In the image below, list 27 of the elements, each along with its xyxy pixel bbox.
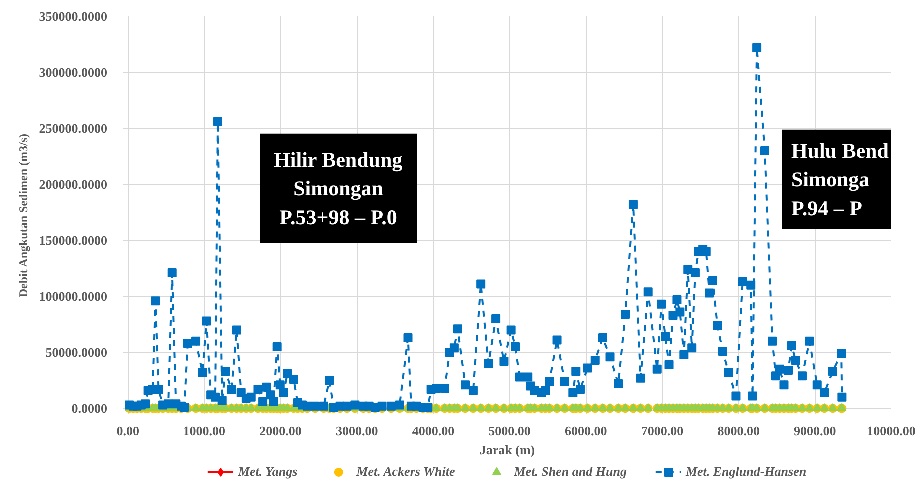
y-tick-label: 250000.0000 bbox=[39, 121, 108, 136]
x-tick-label: 3000.00 bbox=[336, 424, 378, 438]
x-tick-label: 5000.00 bbox=[488, 424, 531, 438]
x-tick-label: 10000.00 bbox=[867, 424, 916, 438]
y-tick-label: 0.0000 bbox=[72, 401, 108, 416]
legend-label: Met. Ackers White bbox=[356, 464, 456, 480]
y-tick-label: 200000.0000 bbox=[39, 177, 108, 192]
legend-label: Met. Englund-Hansen bbox=[686, 464, 807, 480]
y-tick-label: 50000.0000 bbox=[46, 345, 108, 360]
x-tick-label: 2000.00 bbox=[260, 424, 302, 438]
x-tick-label: 4000.00 bbox=[412, 424, 455, 438]
x-tick-label: 1000.00 bbox=[183, 424, 226, 438]
y-tick-label: 100000.0000 bbox=[39, 289, 108, 304]
x-tick-label: 7000.00 bbox=[641, 424, 684, 438]
x-tick-label: 6000.00 bbox=[565, 424, 608, 438]
y-tick-label: 350000.0000 bbox=[39, 9, 108, 24]
y-tick-label: 300000.0000 bbox=[39, 65, 108, 80]
y-axis-title: Debit Angkutan Sedimen (m3/s) bbox=[16, 134, 30, 298]
x-tick-label: 0.00 bbox=[116, 424, 140, 438]
annotation: Hilir Bendung Simongan P.53+98 – P.0 bbox=[274, 148, 404, 230]
x-tick-label: 8000.00 bbox=[718, 424, 760, 438]
annotation: Hulu Bend Simonga P.94 – P bbox=[791, 138, 890, 221]
x-tick-label: 9000.00 bbox=[794, 424, 836, 438]
x-axis-title: Jarak (m) bbox=[480, 442, 536, 458]
legend-label: Met. Yangs bbox=[238, 464, 298, 480]
y-tick-label: 150000.0000 bbox=[39, 233, 108, 248]
legend-label: Met. Shen and Hung bbox=[514, 464, 627, 480]
